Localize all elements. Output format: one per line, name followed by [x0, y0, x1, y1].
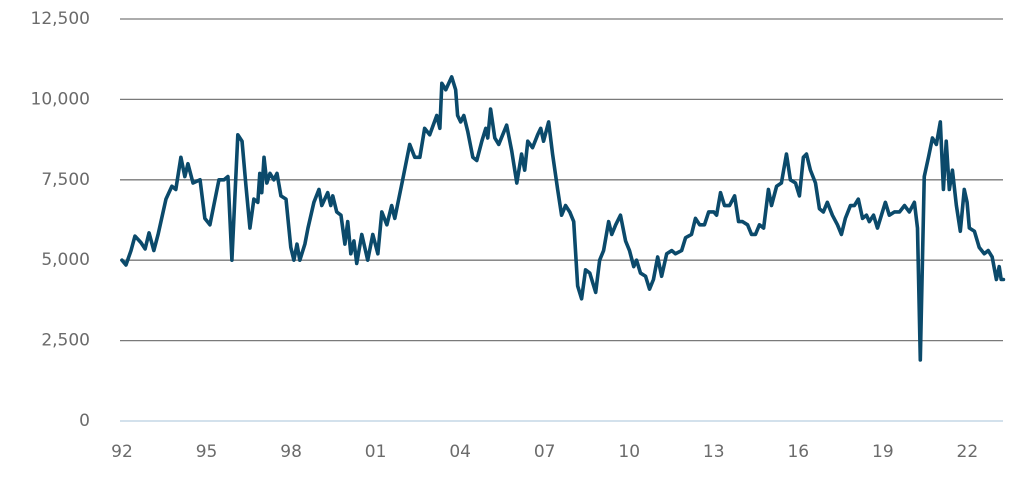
x-tick-label: 01 — [365, 442, 387, 462]
x-tick-label: 98 — [280, 442, 302, 462]
x-tick-label: 19 — [872, 442, 894, 462]
y-tick-label: 7,500 — [41, 170, 90, 190]
x-tick-label: 95 — [196, 442, 218, 462]
x-tick-label: 10 — [618, 442, 640, 462]
y-tick-label: 0 — [79, 411, 90, 431]
y-tick-label: 2,500 — [41, 331, 90, 351]
x-tick-label: 04 — [449, 442, 471, 462]
x-tick-label: 13 — [703, 442, 725, 462]
x-tick-label: 16 — [787, 442, 809, 462]
x-tick-label: 22 — [957, 442, 979, 462]
data-line — [120, 75, 1006, 362]
x-tick-label: 07 — [534, 442, 556, 462]
y-tick-label: 5,000 — [41, 250, 90, 270]
x-tick-label: 92 — [111, 442, 133, 462]
y-tick-label: 12,500 — [31, 9, 90, 29]
y-tick-label: 10,000 — [31, 89, 90, 109]
